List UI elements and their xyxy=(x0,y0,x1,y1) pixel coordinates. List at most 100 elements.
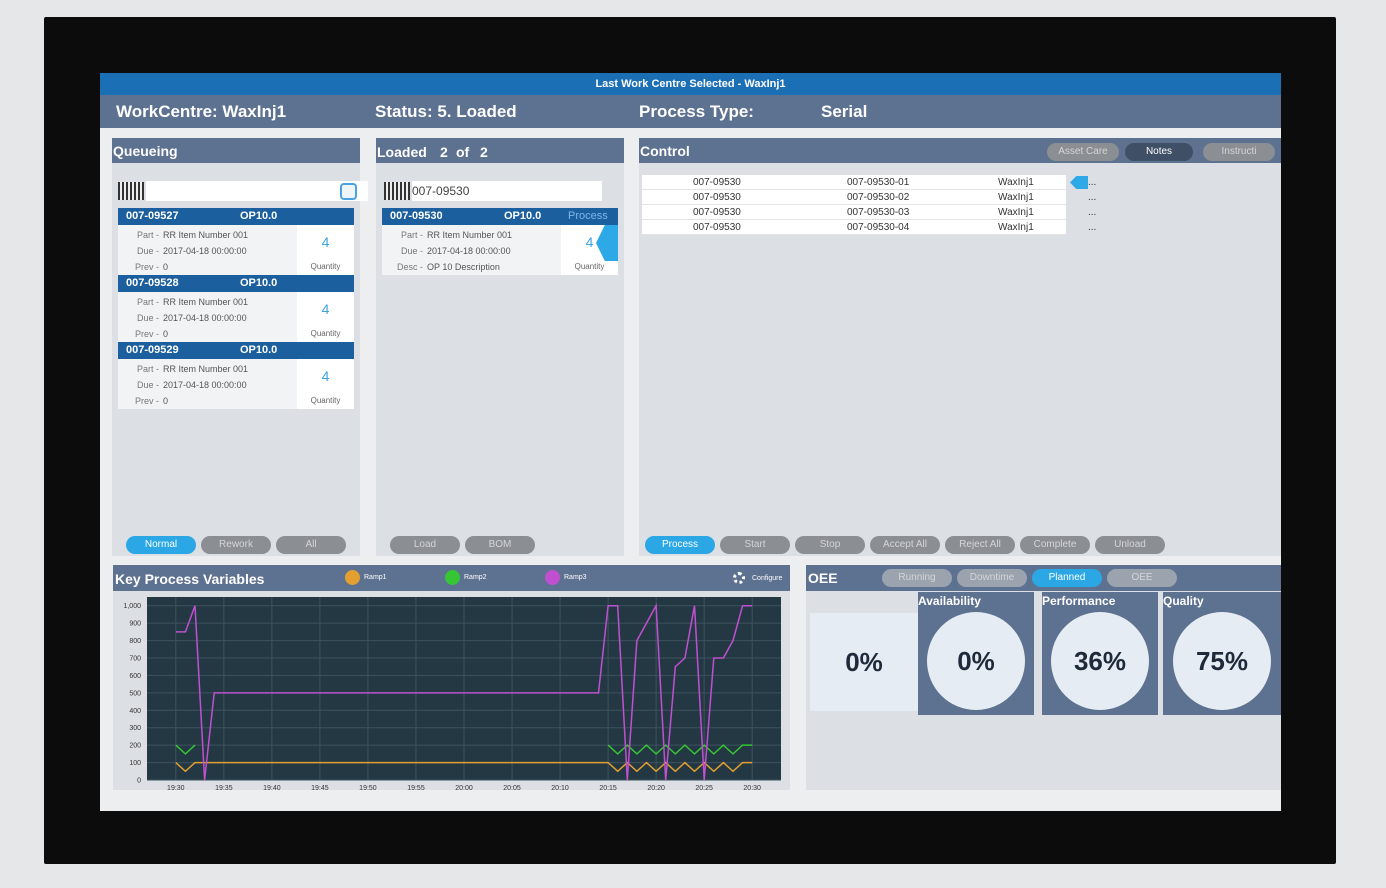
table-cell: ... xyxy=(1088,192,1097,203)
oee-overall: 0% xyxy=(845,647,883,677)
table-cell: 007-09530 xyxy=(693,222,741,233)
quantity-label: Quantity xyxy=(574,262,605,271)
row-divider xyxy=(642,234,1066,235)
button[interactable]: Unload xyxy=(1095,536,1165,554)
field-value: OP 10 Description xyxy=(427,262,500,272)
control-table xyxy=(642,175,1066,235)
table-cell: 007-09530 xyxy=(693,177,741,188)
job-body xyxy=(118,292,297,342)
table-cell: WaxInj1 xyxy=(998,177,1034,188)
barcode-icon xyxy=(384,182,410,200)
quantity-box xyxy=(297,292,354,342)
metric-name: Availability xyxy=(918,594,981,608)
table-cell: 007-09530-01 xyxy=(847,177,910,188)
table-cell: ... xyxy=(1088,222,1097,233)
status: Status: 5. Loaded xyxy=(375,102,517,121)
header-bar xyxy=(100,95,1281,128)
loaded-total: 2 xyxy=(480,144,488,160)
field-label: Part - xyxy=(136,364,159,374)
job-header xyxy=(118,275,354,292)
field-value: 2017-04-18 00:00:00 xyxy=(163,380,247,390)
workcentre: WorkCentre: WaxInj1 xyxy=(116,102,287,121)
metric-value: 36% xyxy=(1073,646,1127,676)
queueing-title: Queueing xyxy=(113,143,178,159)
field-value: 2017-04-18 00:00:00 xyxy=(427,246,511,256)
tool-button[interactable]: Asset Care xyxy=(1047,143,1119,161)
field-value: RR Item Number 001 xyxy=(163,230,249,240)
tool-button[interactable]: Instructi xyxy=(1203,143,1275,161)
table-cell: ... xyxy=(1088,177,1097,188)
field-label: Part - xyxy=(136,230,159,240)
job-body xyxy=(382,225,561,275)
kpv-panel xyxy=(113,565,790,790)
table-cell: WaxInj1 xyxy=(998,207,1034,218)
field-value: RR Item Number 001 xyxy=(163,364,249,374)
job-body xyxy=(118,359,297,409)
oee-tab[interactable]: OEE xyxy=(1107,569,1177,587)
field-label: Due - xyxy=(136,380,159,390)
field-label: Part - xyxy=(400,230,423,240)
oee-tab[interactable]: Running xyxy=(882,569,952,587)
quantity: 4 xyxy=(321,301,330,317)
title-bar xyxy=(100,73,1281,95)
button[interactable]: Load xyxy=(390,536,460,554)
metric-circle xyxy=(927,612,1025,710)
button[interactable]: Rework xyxy=(201,536,271,554)
legend-dot xyxy=(345,570,360,585)
button[interactable]: Accept All xyxy=(870,536,940,554)
job-op: OP10.0 xyxy=(240,277,278,289)
job-op: OP10.0 xyxy=(240,344,278,356)
metric-name: Performance xyxy=(1042,594,1116,608)
loaded-of: of xyxy=(456,144,470,160)
table-cell: 007-09530-04 xyxy=(847,222,910,233)
row-divider xyxy=(642,219,1066,220)
field-label: Due - xyxy=(136,313,159,323)
field-label: Desc - xyxy=(396,262,423,272)
job-id: 007-09530 xyxy=(390,210,443,222)
field-value: 0 xyxy=(163,329,169,339)
button[interactable]: Start xyxy=(720,536,790,554)
job-id: 007-09528 xyxy=(126,277,179,289)
row-divider xyxy=(642,189,1066,190)
quantity-label: Quantity xyxy=(310,262,341,271)
button[interactable]: Normal xyxy=(126,536,196,554)
legend-label: Ramp1 xyxy=(364,574,387,581)
field-value: 0 xyxy=(163,396,169,406)
button[interactable]: All xyxy=(276,536,346,554)
job-id: 007-09529 xyxy=(126,344,179,356)
active-marker xyxy=(596,225,618,261)
job-header xyxy=(118,342,354,359)
field-label: Prev - xyxy=(134,396,159,406)
row-divider xyxy=(642,204,1066,205)
button[interactable]: Complete xyxy=(1020,536,1090,554)
button[interactable]: BOM xyxy=(465,536,535,554)
legend-label: Ramp2 xyxy=(464,574,487,581)
gear-icon xyxy=(733,572,745,584)
job-op: OP10.0 xyxy=(240,210,278,222)
field-value: 2017-04-18 00:00:00 xyxy=(163,246,247,256)
table-cell: WaxInj1 xyxy=(998,222,1034,233)
configure[interactable]: Configure xyxy=(752,575,783,582)
barcode-icon xyxy=(118,182,144,200)
process-type-label: Process Type: xyxy=(639,102,754,121)
button[interactable]: Stop xyxy=(795,536,865,554)
loaded-panel xyxy=(376,138,624,556)
process-type: Serial xyxy=(821,102,868,121)
field-label: Prev - xyxy=(134,329,159,339)
loaded-header xyxy=(376,138,624,163)
button[interactable]: Process xyxy=(645,536,715,554)
oee-tab[interactable]: Planned xyxy=(1032,569,1102,587)
loaded-count: 2 xyxy=(440,144,448,160)
quantity: 4 xyxy=(321,234,330,250)
oee-tab[interactable]: Downtime xyxy=(957,569,1027,587)
table-cell: 007-09530-02 xyxy=(847,192,910,203)
row-marker xyxy=(1070,176,1088,189)
barcode-input: 007-09530 xyxy=(412,181,602,201)
field-value: 0 xyxy=(163,262,169,272)
button[interactable]: Reject All xyxy=(945,536,1015,554)
field-label: Due - xyxy=(400,246,423,256)
tool-button[interactable]: Notes xyxy=(1125,143,1193,161)
metric-value: 0% xyxy=(957,646,995,676)
legend-dot xyxy=(545,570,560,585)
